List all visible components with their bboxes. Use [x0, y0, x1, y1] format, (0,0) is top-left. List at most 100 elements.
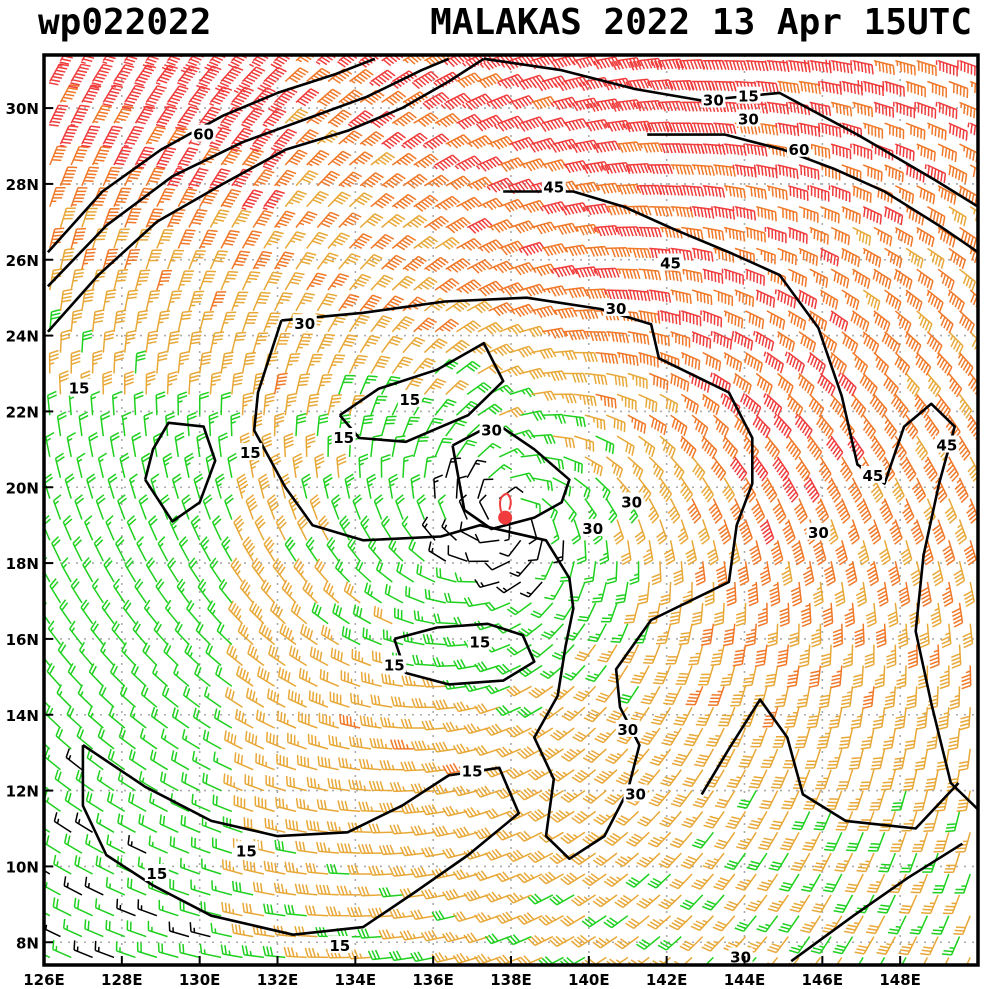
wind-barb — [791, 540, 805, 566]
wind-barb — [302, 580, 318, 604]
wind-barb — [316, 170, 341, 187]
wind-barb — [549, 852, 575, 865]
wind-barb — [582, 831, 607, 846]
wind-barb — [900, 540, 913, 566]
wind-barb — [142, 642, 158, 667]
wind-barb — [329, 691, 350, 708]
wind-barb — [94, 898, 115, 917]
wind-barb — [691, 414, 709, 437]
wind-barb — [936, 352, 953, 376]
wind-barb — [180, 857, 200, 875]
wind-barb — [338, 757, 361, 771]
wind-barb — [384, 583, 404, 604]
wind-barb — [227, 452, 238, 478]
wind-barb — [606, 706, 629, 724]
wind-barb — [442, 931, 468, 943]
wind-barb — [52, 897, 72, 917]
wind-barb — [322, 473, 333, 499]
wind-barb — [745, 310, 765, 330]
wind-barb — [531, 347, 557, 360]
wind-barb — [834, 581, 846, 607]
wind-barb — [527, 850, 554, 864]
storm-track-curve — [499, 492, 512, 512]
wind-barb — [437, 494, 447, 520]
wind-barb — [574, 393, 597, 407]
wind-barb — [941, 936, 961, 956]
wind-barb — [862, 247, 882, 268]
wind-barb — [263, 860, 286, 875]
wind-barb — [767, 894, 789, 913]
wind-barb — [520, 283, 546, 297]
wind-barb — [295, 55, 317, 63]
wind-barb — [646, 289, 672, 303]
wind-barb — [627, 456, 644, 480]
wind-barb — [752, 414, 771, 439]
wind-barb — [509, 220, 536, 234]
wind-barb — [351, 648, 372, 667]
wind-barb — [808, 393, 825, 418]
wind-barb — [873, 59, 895, 76]
wind-barb — [391, 356, 414, 374]
wind-barb — [822, 873, 843, 893]
wind-barb — [434, 113, 461, 128]
wind-barb — [605, 748, 629, 765]
wind-barb — [421, 677, 446, 688]
wind-barb — [241, 230, 262, 249]
wind-barb — [640, 685, 661, 705]
wind-barb — [808, 310, 828, 332]
wind-barb — [804, 748, 822, 769]
wind-barb — [57, 641, 72, 666]
wind-barb — [49, 578, 62, 604]
wind-barb — [452, 952, 479, 964]
wind-barb — [413, 112, 439, 128]
wind-barb — [162, 452, 173, 478]
wind-barb — [850, 393, 867, 418]
wind-barb — [887, 915, 907, 935]
wind-barb — [954, 873, 971, 894]
wind-barb — [573, 435, 595, 452]
wind-barb — [927, 80, 948, 98]
wind-barb — [894, 310, 912, 333]
contour-label: 45 — [543, 179, 564, 197]
wind-barb — [841, 247, 861, 268]
wind-barb — [493, 115, 525, 132]
wind-barb — [967, 122, 978, 137]
wind-barb — [660, 581, 672, 606]
wind-barb — [475, 114, 504, 132]
wind-barb — [156, 229, 174, 249]
wind-barb — [755, 372, 773, 395]
wind-barb — [816, 414, 834, 439]
wind-barb — [145, 370, 156, 395]
wind-barb — [910, 519, 925, 545]
wind-barb — [359, 131, 385, 147]
wind-barb — [478, 494, 490, 520]
wind-barb — [177, 310, 193, 332]
wind-barb — [742, 665, 757, 687]
contour-south-edge — [790, 842, 964, 963]
wind-barb — [198, 310, 215, 332]
wind-barb — [134, 350, 146, 374]
wind-barb — [413, 317, 437, 333]
wind-barb — [606, 331, 630, 344]
wind-barb — [284, 392, 298, 416]
wind-barb — [737, 561, 750, 586]
wind-barb — [648, 456, 664, 480]
wind-barb — [862, 122, 884, 139]
wind-barb — [966, 498, 978, 524]
wind-barb — [241, 945, 265, 959]
wind-barb — [316, 413, 329, 437]
contour-label: 30 — [606, 300, 627, 318]
wind-barb — [116, 898, 136, 917]
wind-barb — [893, 268, 913, 290]
wind-barb — [803, 790, 822, 810]
wind-barb — [883, 414, 898, 440]
wind-barb — [67, 662, 83, 687]
wind-barb — [764, 665, 779, 688]
wind-barb — [136, 536, 147, 562]
wind-barb — [334, 558, 351, 583]
wind-barb — [442, 888, 468, 901]
wind-barb — [690, 915, 714, 931]
wind-barb — [716, 748, 736, 768]
wind-barb — [150, 706, 169, 729]
wind-barb — [713, 831, 736, 850]
